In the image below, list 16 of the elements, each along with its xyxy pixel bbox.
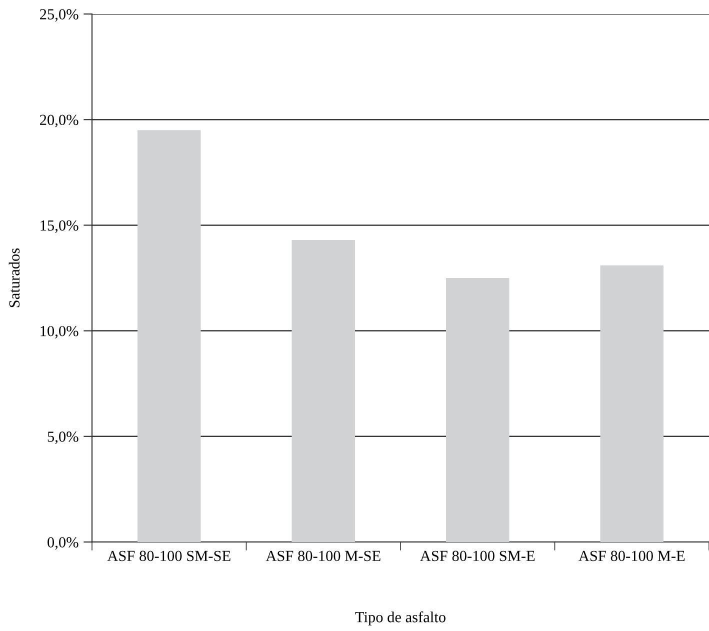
x-tick-label: ASF 80-100 M-SE: [266, 550, 380, 562]
x-tick-label: ASF 80-100 SM-E: [420, 550, 535, 562]
x-tick-label: ASF 80-100 SM-SE: [107, 550, 230, 562]
bar: [446, 278, 510, 542]
bar: [292, 240, 355, 542]
x-tick-label: ASF 80-100 M-E: [578, 550, 685, 562]
x-axis-title: Tipo de asfalto: [355, 611, 446, 626]
y-axis-title: Saturados: [8, 248, 20, 308]
y-tick-label: 25,0%: [40, 9, 78, 22]
bar: [138, 130, 201, 542]
y-tick-label: 0,0%: [48, 537, 78, 550]
y-tick-label: 5,0%: [48, 432, 78, 444]
bar: [600, 265, 664, 542]
y-tick-label: 15,0%: [40, 220, 78, 233]
y-tick-label: 10,0%: [40, 326, 78, 338]
y-tick-label: 20,0%: [40, 114, 78, 128]
